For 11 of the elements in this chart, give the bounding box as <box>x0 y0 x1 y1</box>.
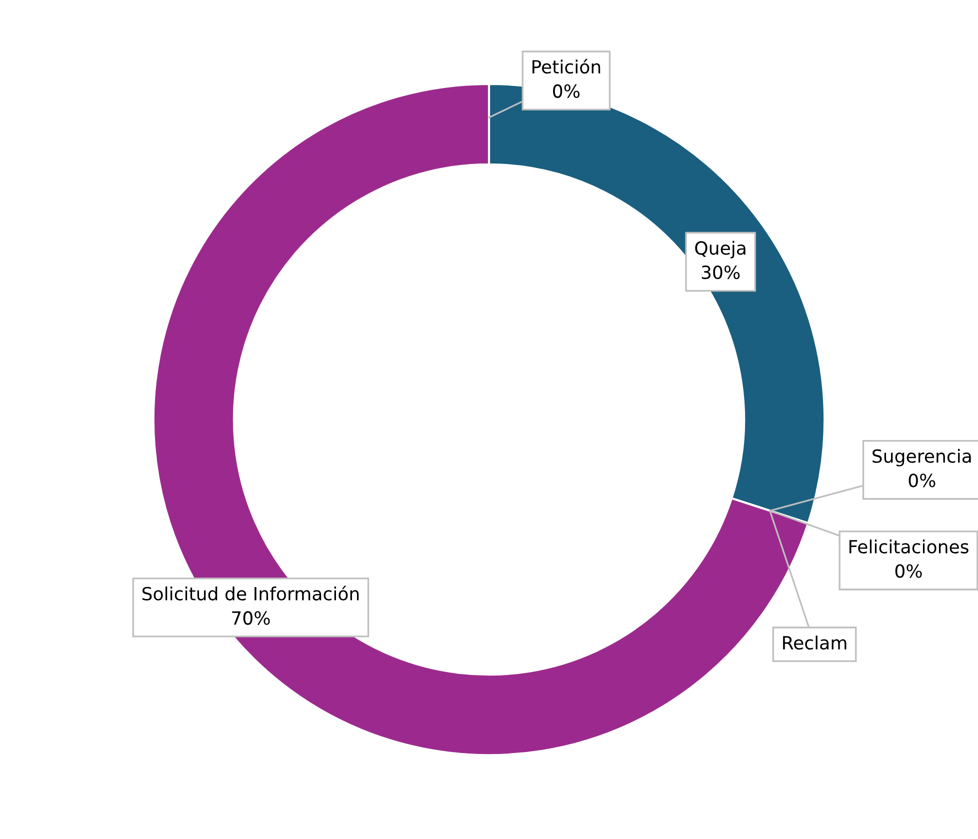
slice-label: Queja <box>695 240 746 258</box>
text: 0% <box>553 84 580 98</box>
text: 0% <box>895 564 922 578</box>
data-label: 70% <box>232 611 270 625</box>
category-label: Felicitaciones <box>849 540 968 554</box>
slice-label: Solicitud de Información <box>142 586 359 601</box>
category-label: Petición <box>532 58 600 74</box>
category-label: Reclam <box>783 636 846 650</box>
data-label: 30% <box>702 266 740 280</box>
category-label: Sugerencia <box>872 448 971 466</box>
text: 0% <box>908 474 936 488</box>
